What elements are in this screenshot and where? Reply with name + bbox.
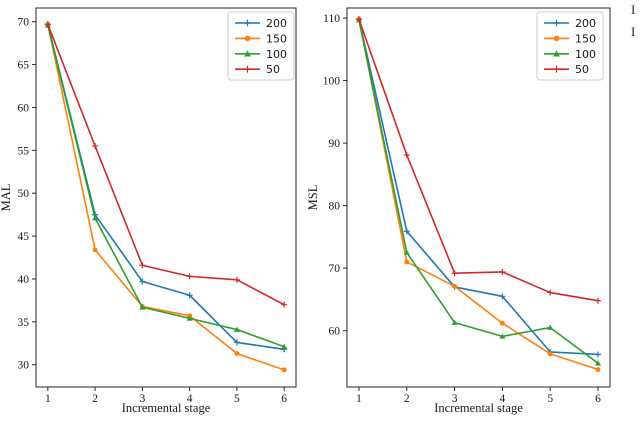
axes — [35, 7, 297, 388]
svg-text:4: 4 — [187, 393, 193, 405]
legend: 200 150 100 50 — [227, 11, 295, 81]
legend-label-200: 200 — [575, 17, 596, 30]
legend-label-100: 100 — [266, 48, 287, 61]
svg-text:5: 5 — [547, 393, 553, 405]
legend-entry-100: 100 — [235, 48, 287, 61]
x-axis: 1 2 3 4 5 6 — [45, 387, 287, 405]
svg-text:3: 3 — [452, 393, 458, 405]
legend-entry-200: 200 — [544, 17, 596, 30]
legend-entry-200: 200 — [235, 17, 287, 30]
svg-text:2: 2 — [404, 393, 410, 405]
series-150-line — [358, 19, 599, 371]
svg-text:2: 2 — [92, 393, 98, 405]
svg-text:90: 90 — [329, 138, 341, 150]
svg-text:6: 6 — [281, 393, 287, 405]
svg-text:4: 4 — [500, 393, 506, 405]
series-200-line — [358, 19, 599, 356]
svg-text:60: 60 — [329, 326, 341, 338]
y-axis-label: MSL — [306, 185, 320, 211]
series-100-line — [358, 19, 599, 364]
svg-text:40: 40 — [18, 274, 30, 286]
y-axis: 30 35 40 45 50 55 60 65 70 — [18, 17, 36, 372]
axes — [346, 7, 611, 388]
svg-text:80: 80 — [329, 201, 341, 213]
legend-box — [227, 11, 295, 81]
svg-text:50: 50 — [18, 188, 30, 200]
svg-text:30: 30 — [18, 360, 30, 372]
legend-label-150: 150 — [266, 32, 287, 45]
series-150-line — [47, 24, 285, 371]
y-axis: 60 70 80 90 100 110 — [323, 13, 347, 338]
legend-label-50: 50 — [266, 63, 280, 76]
x-axis-label: Incremental stage — [122, 401, 211, 415]
svg-text:45: 45 — [18, 231, 30, 243]
y-axis-label: MAL — [0, 184, 13, 212]
svg-text:70: 70 — [329, 263, 341, 275]
legend-label-100: 100 — [575, 48, 596, 61]
legend-box — [536, 11, 604, 81]
svg-text:110: 110 — [323, 13, 340, 25]
svg-text:100: 100 — [323, 76, 341, 88]
x-axis: 1 2 3 4 5 6 — [356, 387, 601, 405]
svg-text:35: 35 — [18, 317, 30, 329]
series-100-line — [47, 24, 285, 348]
legend-entry-150: 150 — [235, 32, 287, 45]
legend: 200 150 100 50 — [536, 11, 604, 81]
series-50-line — [47, 24, 285, 306]
plot-border — [35, 7, 297, 388]
legend-label-200: 200 — [266, 17, 287, 30]
cropped-caption-fragment-2: I — [631, 24, 636, 39]
series-150 — [356, 16, 601, 372]
svg-text:60: 60 — [18, 102, 30, 114]
series-50 — [44, 21, 288, 308]
legend-entry-150: 150 — [544, 32, 596, 45]
svg-text:70: 70 — [18, 17, 30, 29]
legend-entry-50: 50 — [235, 63, 280, 76]
legend-entry-50: 50 — [544, 63, 589, 76]
svg-text:3: 3 — [139, 393, 145, 405]
svg-text:6: 6 — [595, 393, 601, 405]
legend-entry-100: 100 — [544, 48, 596, 61]
svg-text:1: 1 — [356, 393, 362, 405]
svg-text:1: 1 — [45, 393, 51, 405]
legend-label-150: 150 — [575, 32, 596, 45]
svg-text:65: 65 — [18, 60, 30, 72]
legend-label-50: 50 — [575, 63, 589, 76]
x-axis-label: Incremental stage — [434, 401, 523, 415]
series-50 — [355, 16, 602, 304]
svg-text:55: 55 — [18, 145, 30, 157]
plot-border — [346, 7, 611, 388]
series-200 — [355, 16, 602, 358]
cropped-caption-fragment-1: I — [631, 2, 636, 17]
svg-text:5: 5 — [234, 393, 240, 405]
series-50-line — [358, 18, 599, 302]
msl-chart: 60 70 80 90 100 110 1 2 3 4 5 6 Incremental stage MSL… — [306, 7, 611, 415]
